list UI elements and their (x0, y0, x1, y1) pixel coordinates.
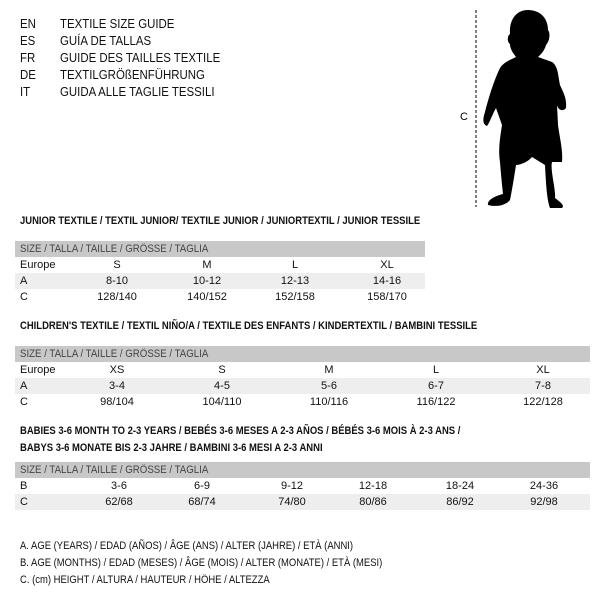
table-cell: 8-10 (105, 275, 129, 287)
section-title-line2: BABYS 3-6 MONATE BIS 2-3 JAHRE / BAMBINI… (20, 442, 323, 454)
table-row: C 128/140 140/152 152/158 158/170 (15, 289, 425, 305)
row-label: C (20, 396, 28, 408)
table-cell: 18-24 (445, 480, 475, 492)
table-cell: 86/92 (446, 496, 474, 508)
table-cell: XS (109, 364, 125, 376)
table-cell: 104/110 (202, 396, 242, 408)
legend-line: C. (cm) HEIGHT / ALTURA / HAUTEUR / HÖHE… (20, 574, 270, 586)
table-cell: 6-7 (428, 380, 444, 392)
legend-line: B. AGE (MONTHS) / EDAD (MESES) / ÂGE (MO… (20, 557, 383, 569)
guide-title: GUIDA ALLE TAGLIE TESSILI (60, 84, 215, 99)
table-row: A 3-4 4-5 5-6 6-7 7-8 (15, 378, 590, 394)
size-header-label: SIZE / TALLA / TAILLE / GRÖSSE / TAGLIA (20, 464, 209, 476)
guide-title: GUIDE DES TAILLES TEXTILE (60, 50, 221, 65)
row-label: Europe (20, 364, 56, 376)
size-header-label: SIZE / TALLA / TAILLE / GRÖSSE / TAGLIA (20, 348, 209, 360)
language-code: ES (20, 33, 36, 48)
row-label: B (20, 480, 28, 492)
table-cell: L (291, 259, 299, 271)
legend-line: A. AGE (YEARS) / EDAD (AÑOS) / ÂGE (ANS)… (20, 540, 354, 552)
table-cell: M (324, 364, 334, 376)
table-row: B 3-6 6-9 9-12 12-18 18-24 24-36 (15, 478, 590, 494)
table-cell: 152/158 (275, 291, 315, 303)
table-cell: 80/86 (359, 496, 387, 508)
size-table: SIZE / TALLA / TAILLE / GRÖSSE / TAGLIA B… (15, 462, 590, 510)
section-title: CHILDREN'S TEXTILE / TEXTIL NIÑO/A / TEX… (20, 320, 478, 332)
table-cell: 116/122 (416, 396, 456, 408)
table-cell: 12-13 (280, 275, 310, 287)
row-label: C (20, 291, 28, 303)
language-code: DE (20, 67, 36, 82)
table-cell: 128/140 (97, 291, 137, 303)
language-code: FR (20, 50, 36, 65)
table-row: C 98/104 104/110 110/116 116/122 122/128 (15, 394, 590, 410)
table-cell: XL (536, 364, 550, 376)
table-cell: 14-16 (372, 275, 402, 287)
table-cell: 3-4 (109, 380, 125, 392)
table-cell: 7-8 (535, 380, 551, 392)
size-table-header: SIZE / TALLA / TAILLE / GRÖSSE / TAGLIA (15, 346, 590, 362)
child-silhouette-figure: C (460, 10, 567, 208)
table-row: A 8-10 10-12 12-13 14-16 (15, 273, 425, 289)
table-cell: 62/68 (105, 496, 133, 508)
table-cell: 158/170 (367, 291, 407, 303)
table-cell: 140/152 (187, 291, 227, 303)
table-cell: L (432, 364, 440, 376)
table-cell: M (202, 259, 212, 271)
table-row: Europe XS S M L XL (15, 362, 590, 378)
table-cell: S (113, 259, 121, 271)
table-cell: 98/104 (100, 396, 134, 408)
table-cell: S (218, 364, 226, 376)
table-cell: 9-12 (280, 480, 304, 492)
row-label: A (20, 275, 28, 287)
table-cell: 68/74 (188, 496, 216, 508)
table-cell: 92/98 (530, 496, 558, 508)
row-label: Europe (20, 259, 56, 271)
table-row: Europe S M L XL (15, 257, 425, 273)
row-label: C (20, 496, 28, 508)
table-cell: 12-18 (358, 480, 388, 492)
language-code: EN (20, 16, 36, 31)
table-row: C 62/68 68/74 74/80 80/86 86/92 92/98 (15, 494, 590, 510)
table-cell: XL (380, 259, 394, 271)
language-code: IT (20, 84, 31, 99)
size-table-header: SIZE / TALLA / TAILLE / GRÖSSE / TAGLIA (15, 241, 425, 257)
section-title: JUNIOR TEXTILE / TEXTIL JUNIOR/ TEXTILE … (20, 215, 421, 227)
size-table: SIZE / TALLA / TAILLE / GRÖSSE / TAGLIA E… (15, 346, 590, 410)
size-table-header: SIZE / TALLA / TAILLE / GRÖSSE / TAGLIA (15, 462, 590, 478)
section-title: BABIES 3-6 MONTH TO 2-3 YEARS / BEBÉS 3-… (20, 425, 461, 437)
child-silhouette-icon (483, 10, 567, 208)
table-cell: 3-6 (111, 480, 127, 492)
table-cell: 5-6 (321, 380, 337, 392)
table-cell: 110/116 (309, 396, 349, 408)
guide-title: TEXTILGRÖßENFÜHRUNG (60, 67, 205, 82)
table-cell: 74/80 (278, 496, 306, 508)
height-label: C (460, 111, 468, 123)
guide-title: GUÍA DE TALLAS (60, 33, 152, 48)
size-table: SIZE / TALLA / TAILLE / GRÖSSE / TAGLIA E… (15, 241, 425, 305)
row-label: A (20, 380, 28, 392)
guide-title: TEXTILE SIZE GUIDE (60, 16, 175, 31)
table-cell: 6-9 (194, 480, 210, 492)
table-cell: 122/128 (523, 396, 563, 408)
size-header-label: SIZE / TALLA / TAILLE / GRÖSSE / TAGLIA (20, 243, 209, 255)
table-cell: 10-12 (192, 275, 222, 287)
table-cell: 4-5 (214, 380, 230, 392)
table-cell: 24-36 (529, 480, 559, 492)
